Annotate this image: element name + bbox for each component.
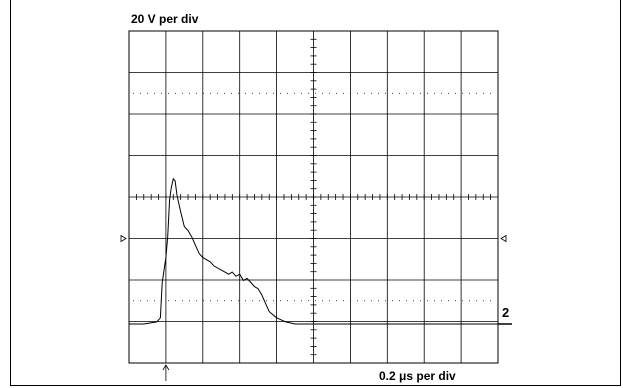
vertical-scale-label: 20 V per div	[131, 12, 199, 26]
trigger-marker-arrowhead	[162, 364, 170, 371]
figure-border	[10, 0, 621, 386]
channel-label: 2	[502, 305, 510, 320]
right-level-marker	[500, 234, 507, 243]
left-level-marker	[120, 234, 127, 243]
horizontal-scale-label: 0.2 μs per div	[379, 369, 456, 383]
signal-trace	[129, 177, 498, 325]
